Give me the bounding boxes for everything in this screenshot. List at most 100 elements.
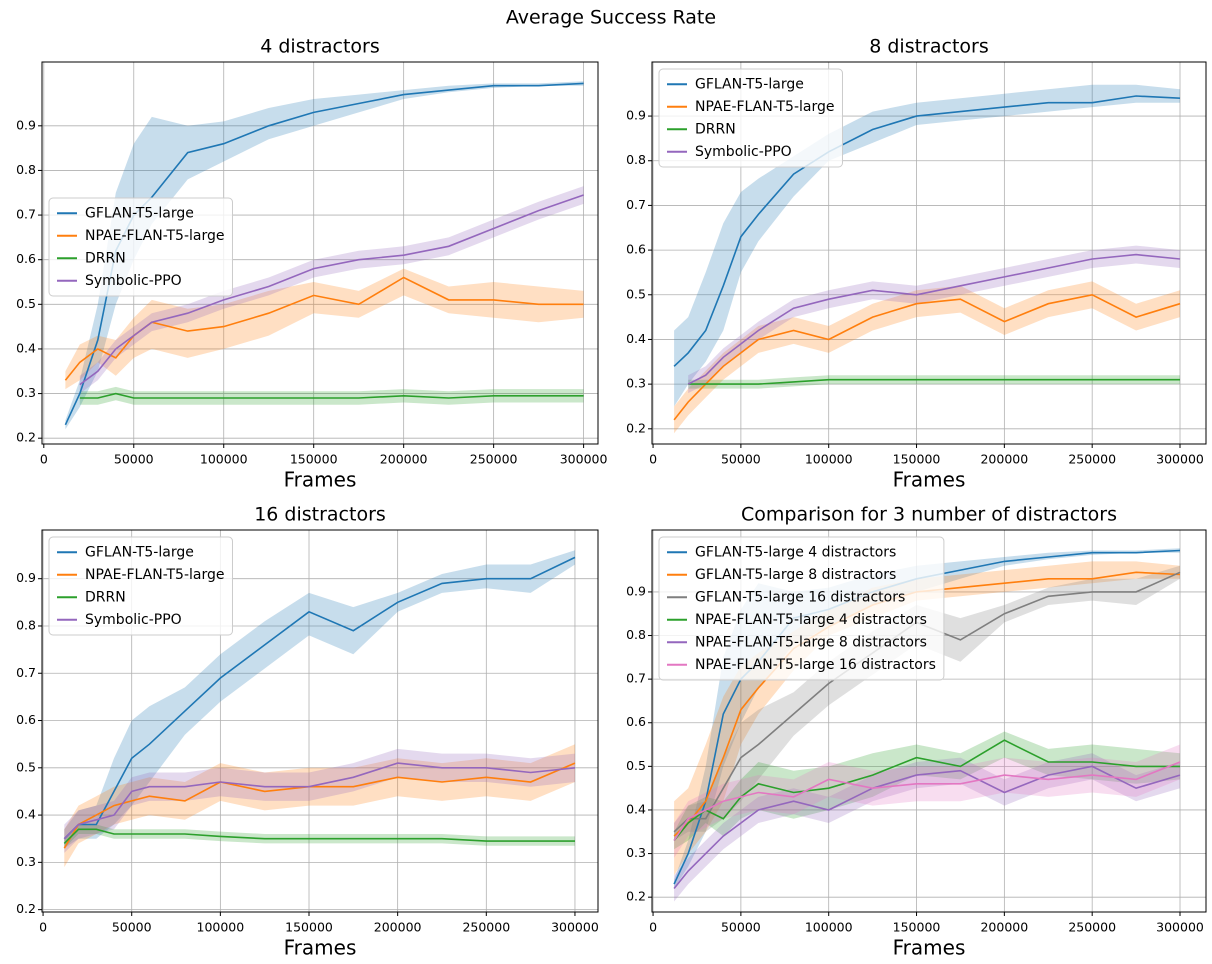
legend-label: DRRN: [85, 250, 126, 266]
band: [674, 753, 1180, 902]
x-tick-label: 50000: [721, 452, 761, 467]
series-line: [673, 761, 1181, 841]
legend-label: GFLAN-T5-large: [85, 205, 194, 221]
x-tick-label: 300000: [1156, 920, 1204, 935]
band: [65, 81, 584, 430]
y-tick-label: 0.6: [626, 714, 646, 729]
x-tick-label: 150000: [893, 920, 941, 935]
x-tick-label: 150000: [285, 920, 333, 935]
legend-frame: [48, 536, 233, 636]
series-line: [673, 293, 1181, 421]
band: [688, 375, 1180, 389]
x-tick-label: 100000: [200, 452, 248, 467]
subplot: 16 distractors Frames 0 50000 100000 150000 20…: [16, 504, 599, 960]
legend-frame: [658, 536, 945, 681]
legend-label: NPAE-FLAN-T5-large 4 distractors: [695, 612, 927, 628]
y-tick-label: 0.8: [626, 627, 646, 642]
series-line: [63, 762, 576, 849]
x-tick-label: 0: [39, 920, 47, 935]
y-tick-label: 0.7: [626, 197, 646, 212]
y-tick-label: 0.8: [16, 617, 36, 632]
y-tick-label: 0.3: [16, 385, 36, 400]
x-tick-label: 200000: [380, 452, 428, 467]
series-line: [79, 392, 584, 399]
x-tick-label: 250000: [462, 920, 510, 935]
y-tick-label: 0.2: [16, 430, 36, 445]
legend-label: NPAE-FLAN-T5-large 8 distractors: [695, 634, 927, 650]
subplot-title: 4 distractors: [260, 36, 380, 58]
y-tick-label: 0.3: [16, 854, 36, 869]
legend: GFLAN-T5-large NPAE-FLAN-T5-large DRRN Symb…: [48, 197, 233, 297]
figure-title: Average Success Rate: [506, 7, 716, 29]
band: [79, 386, 584, 405]
y-tick-label: 0.8: [16, 162, 36, 177]
series-line: [673, 95, 1181, 367]
y-tick-label: 0.4: [16, 340, 36, 355]
y-tick-label: 0.6: [626, 242, 646, 257]
x-tick-label: 250000: [470, 452, 518, 467]
legend-label: GFLAN-T5-large: [695, 76, 804, 92]
subplot-title: Comparison for 3 number of distractors: [741, 504, 1117, 526]
plot-area: [63, 550, 576, 868]
x-tick-label: 100000: [805, 920, 853, 935]
x-axis-label: Frames: [284, 468, 357, 492]
legend-label: GFLAN-T5-large 16 distractors: [695, 589, 905, 605]
legend: GFLAN-T5-large NPAE-FLAN-T5-large DRRN Symb…: [48, 536, 233, 636]
band: [64, 748, 576, 853]
y-tick-label: 0.7: [16, 665, 36, 680]
subplot: 8 distractors Frames 0 50000 100000 150000 200…: [626, 36, 1207, 492]
x-tick-label: 0: [649, 452, 657, 467]
x-tick-label: 150000: [290, 452, 338, 467]
x-tick-label: 200000: [374, 920, 422, 935]
series-line: [63, 556, 576, 840]
y-tick-label: 0.4: [626, 801, 646, 816]
legend: GFLAN-T5-large NPAE-FLAN-T5-large DRRN Symb…: [658, 68, 843, 168]
x-tick-label: 300000: [560, 452, 608, 467]
legend-label: GFLAN-T5-large 8 distractors: [695, 567, 896, 583]
subplot: Comparison for 3 number of distractors Fr…: [626, 504, 1207, 960]
x-tick-label: 200000: [980, 452, 1028, 467]
x-tick-label: 100000: [197, 920, 245, 935]
legend-label: NPAE-FLAN-T5-large: [85, 567, 224, 583]
legend-label: NPAE-FLAN-T5-large: [85, 228, 224, 244]
x-tick-label: 100000: [805, 452, 853, 467]
x-tick-label: 50000: [721, 920, 761, 935]
legend-label: DRRN: [695, 121, 736, 137]
legend-label: NPAE-FLAN-T5-large 16 distractors: [695, 657, 936, 673]
series-line: [687, 253, 1181, 385]
plot-area: [64, 81, 584, 430]
y-tick-label: 0.9: [626, 108, 646, 123]
band: [65, 268, 584, 390]
band: [688, 245, 1180, 394]
y-tick-label: 0.9: [16, 117, 36, 132]
y-tick-label: 0.5: [626, 286, 646, 301]
y-tick-label: 0.2: [626, 889, 646, 904]
y-tick-label: 0.3: [626, 376, 646, 391]
series-line: [79, 194, 584, 386]
axes-frame: [41, 529, 599, 913]
legend-label: Symbolic-PPO: [85, 612, 182, 628]
series-line: [63, 828, 575, 844]
legend-label: NPAE-FLAN-T5-large: [695, 99, 834, 115]
y-tick-label: 0.4: [626, 331, 646, 346]
series-line: [688, 378, 1180, 385]
x-tick-label: 200000: [980, 920, 1028, 935]
x-tick-label: 50000: [114, 452, 154, 467]
series-line: [64, 276, 584, 381]
axes-frame: [41, 61, 599, 445]
series-line: [673, 739, 1180, 842]
x-axis-label: Frames: [893, 936, 966, 960]
band: [64, 744, 576, 868]
x-tick-label: 50000: [112, 920, 152, 935]
legend-label: Symbolic-PPO: [695, 144, 792, 160]
band: [674, 744, 1180, 858]
y-tick-label: 0.8: [626, 152, 646, 167]
x-tick-label: 150000: [893, 452, 941, 467]
y-tick-label: 0.4: [16, 807, 36, 822]
y-tick-label: 0.6: [16, 712, 36, 727]
subplot: 4 distractors Frames 0 50000 100000 150000 200…: [16, 36, 607, 492]
x-tick-label: 300000: [1156, 452, 1204, 467]
y-tick-label: 0.9: [16, 570, 36, 585]
x-tick-label: 250000: [1068, 452, 1116, 467]
